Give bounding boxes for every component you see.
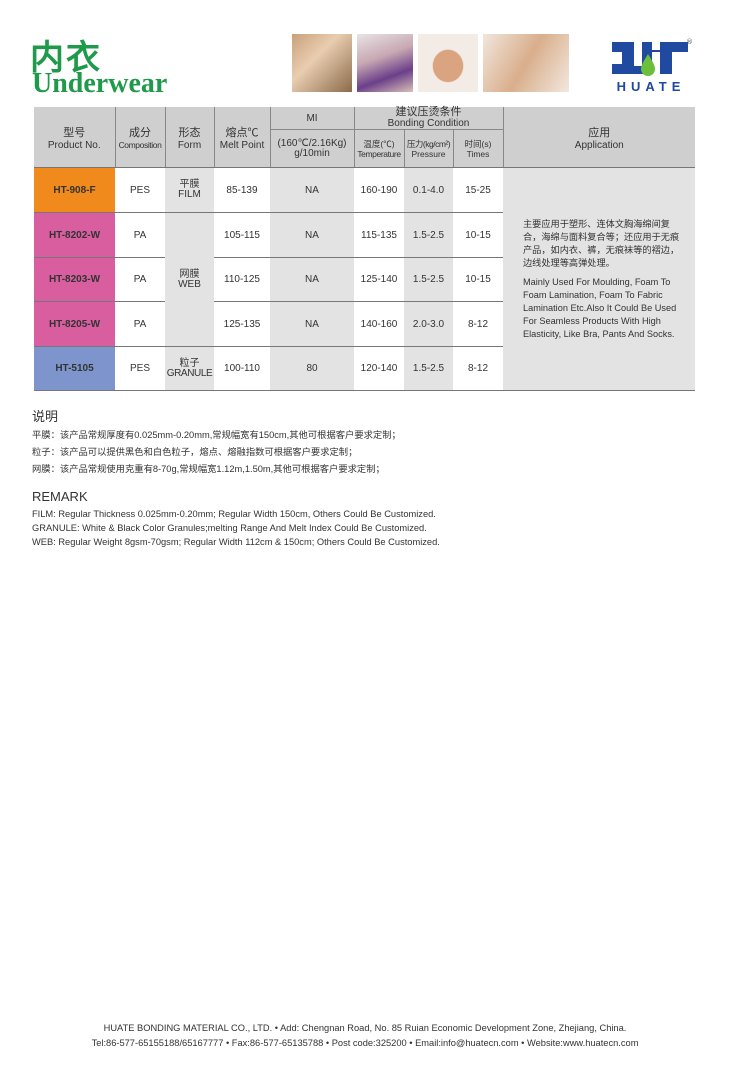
header-form: 形态 Form (165, 107, 215, 168)
mi: 80 (270, 346, 354, 391)
title-cn: 内衣 (30, 38, 102, 78)
times: 10-15 (453, 257, 503, 302)
notes-title-cn: 说明 (32, 409, 59, 424)
composition: PA (115, 301, 165, 347)
header-composition: 成分 Composition (115, 107, 166, 168)
composition: PA (115, 257, 165, 302)
note-line: 网膜：该产品常规使用克重有8-70g,常规幅宽1.12m,1.50m,其他可根据… (32, 464, 385, 474)
pressure: 1.5-2.5 (404, 257, 453, 302)
remark-title: REMARK (32, 489, 88, 504)
product-no: HT-8202-W (34, 212, 115, 258)
melt-point: 85-139 (214, 167, 270, 213)
pressure: 1.5-2.5 (404, 212, 453, 258)
product-no: HT-8205-W (34, 301, 115, 347)
form: 平膜 FILM (165, 167, 214, 213)
ht-logo-mark-icon: ® (612, 38, 693, 76)
mi: NA (270, 257, 354, 302)
application-text: 主要应用于塑形、连体文胸海绵间复合，海绵与面料复合等；还应用于无痕产品，如内衣、… (503, 167, 695, 391)
remark-line: WEB: Regular Weight 8gsm-70gsm; Regular … (32, 537, 440, 547)
header-melt: 熔点℃ Melt Point (214, 107, 271, 168)
temperature: 115-135 (354, 212, 404, 258)
header-times: 时间(s) Times (453, 129, 504, 168)
temperature: 120-140 (354, 346, 404, 391)
remark-line: GRANULE: White & Black Color Granules;me… (32, 523, 427, 533)
times: 8-12 (453, 346, 503, 391)
temperature: 160-190 (354, 167, 404, 213)
form: 网膜 WEB (165, 212, 214, 347)
pressure: 2.0-3.0 (404, 301, 453, 347)
table-row: HT-8203-W PA 110-125 NA 125-140 1.5-2.5 … (34, 257, 695, 302)
melt-point: 105-115 (214, 212, 270, 258)
header-mi: MI (270, 107, 355, 130)
table-row: HT-8202-W PA 网膜 WEB 105-115 NA 115-135 1.… (34, 212, 695, 347)
times: 15-25 (453, 167, 503, 213)
svg-text:®: ® (686, 38, 692, 46)
mi: NA (270, 167, 354, 213)
note-line: 平膜：该产品常规厚度有0.025mm-0.20mm,常规幅宽有150cm,其他可… (32, 430, 401, 440)
header-product: 型号 Product No. (34, 107, 116, 168)
times: 10-15 (453, 212, 503, 258)
logo-text: HUATE (616, 79, 686, 94)
composition: PES (115, 167, 165, 213)
header-application: 应用 Application (503, 107, 695, 168)
table-row: HT-908-F PES 平膜 FILM 85-139 NA 160-190 0.… (34, 167, 695, 391)
melt-point: 100-110 (214, 346, 270, 391)
header-pressure: 压力(kg/cm²) Pressure (404, 129, 454, 168)
header-mi-sub: (160℃/2.16Kg) g/10min (270, 129, 355, 168)
melt-point: 125-135 (214, 301, 270, 347)
form: 粒子 GRANULE (165, 346, 214, 391)
mi: NA (270, 212, 354, 258)
huate-logo: ® HUATE (610, 38, 693, 94)
product-photo-panties (418, 34, 478, 92)
product-no: HT-5105 (34, 346, 115, 391)
product-table: 型号 Product No. 成分 Composition 形态 Form 熔点℃ Me… (34, 107, 695, 391)
mi: NA (270, 301, 354, 347)
note-line: 粒子：该产品可以提供黑色和白色粒子，熔点、熔融指数可根据客户要求定制； (32, 447, 358, 457)
header-bonding: 建议压烫条件 Bonding Condition (354, 107, 504, 130)
product-photo-bra (292, 34, 352, 92)
header-temp: 温度(℃) Temperature (354, 129, 405, 168)
times: 8-12 (453, 301, 503, 347)
title-en: Underwear (32, 68, 168, 99)
table-row: HT-8205-W PA 125-135 NA 140-160 2.0-3.0 … (34, 301, 695, 347)
product-no: HT-8203-W (34, 257, 115, 302)
pressure: 1.5-2.5 (404, 346, 453, 391)
table-row: HT-5105 PES 粒子 GRANULE 100-110 80 120-140… (34, 346, 695, 391)
temperature: 125-140 (354, 257, 404, 302)
product-no: HT-908-F (34, 167, 115, 213)
notes-section: 说明 平膜：该产品常规厚度有0.025mm-0.20mm,常规幅宽有150cm,… (32, 408, 440, 549)
remark-line: FILM: Regular Thickness 0.025mm-0.20mm; … (32, 509, 436, 519)
product-photo-purple-bra (357, 34, 413, 92)
melt-point: 110-125 (214, 257, 270, 302)
product-photo-socks (483, 34, 569, 92)
pressure: 0.1-4.0 (404, 167, 453, 213)
footer-address: HUATE BONDING MATERIAL CO., LTD. • Add: … (103, 1023, 627, 1033)
composition: PA (115, 212, 165, 258)
temperature: 140-160 (354, 301, 404, 347)
composition: PES (115, 346, 165, 391)
footer-contact: Tel:86-577-65155188/65167777 • Fax:86-57… (91, 1038, 639, 1048)
